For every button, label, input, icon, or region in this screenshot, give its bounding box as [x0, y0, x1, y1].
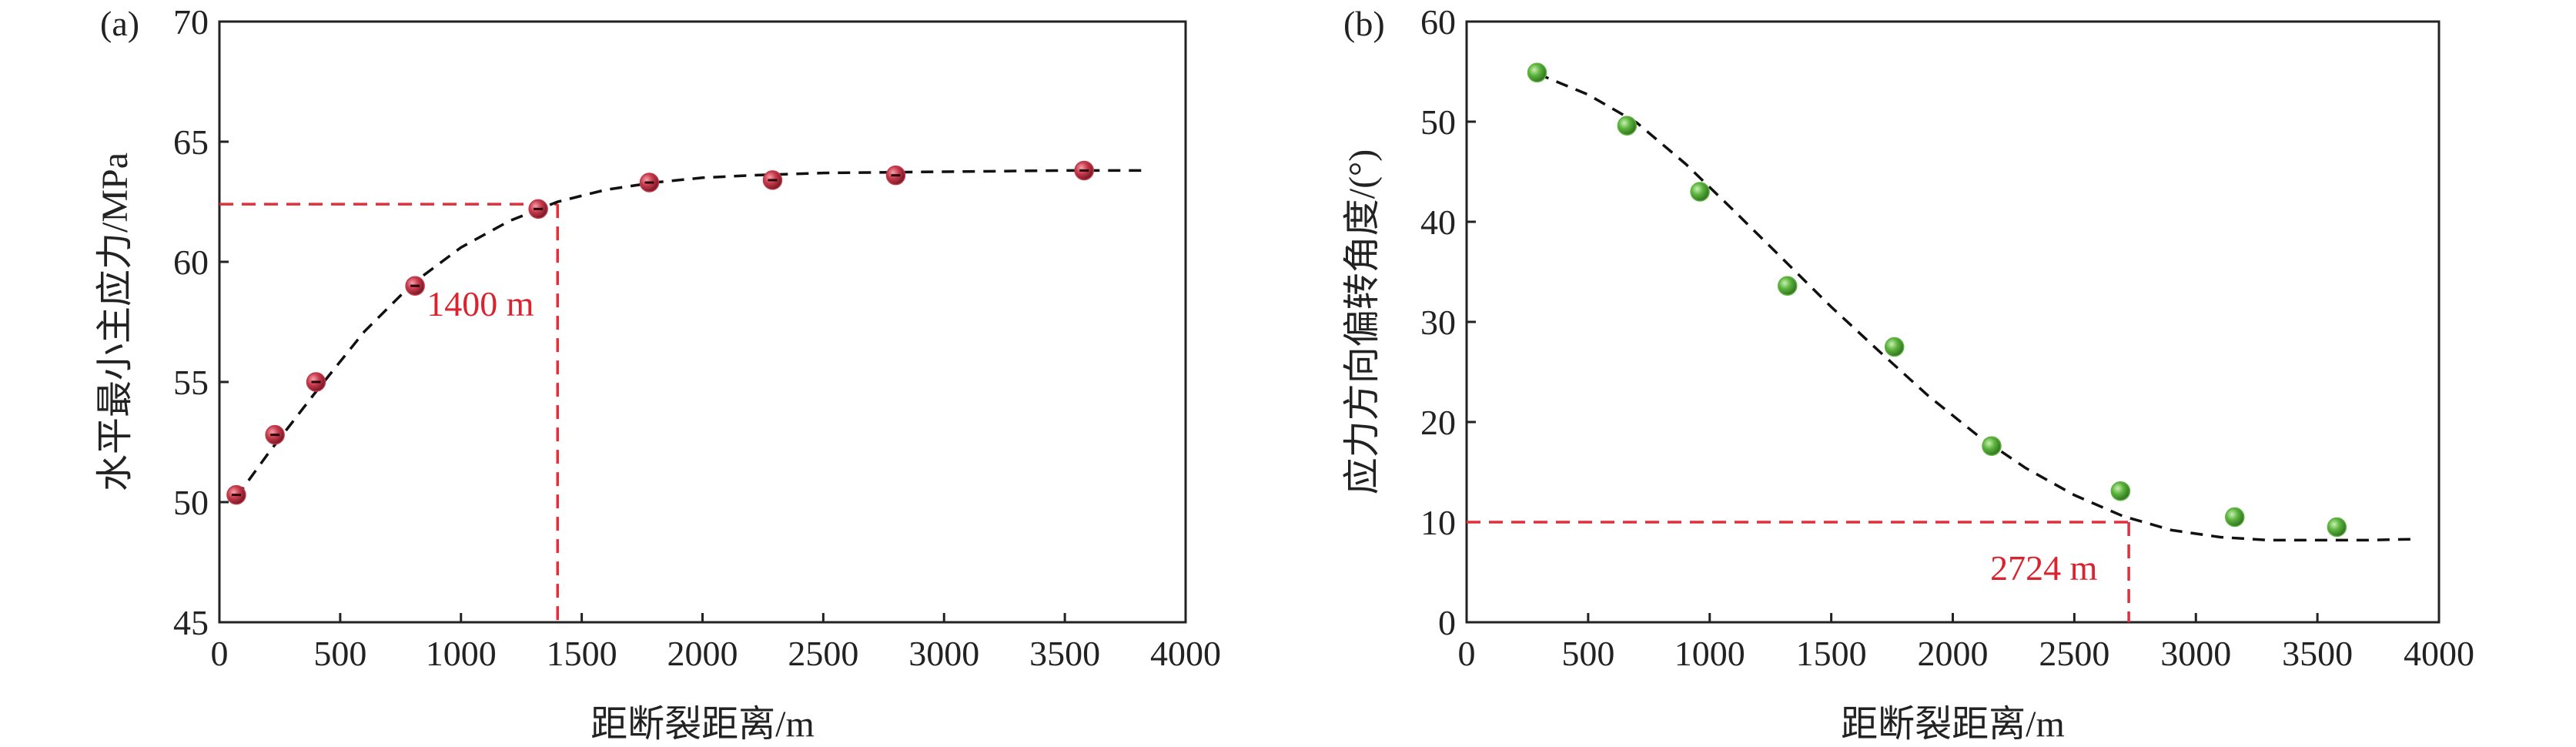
fit-curve [235, 169, 1149, 498]
chart-panel-a: 0 500 1000 1500 2000 2500 3000 3500 4000 45 50 55 60… [95, 2, 1221, 745]
x-tick-label: 2500 [2039, 634, 2109, 673]
data-point [1982, 436, 2002, 456]
reference-annotation: 1400 m [427, 284, 534, 323]
x-tick-label: 1000 [426, 634, 497, 673]
x-tick-label: 1500 [547, 634, 617, 673]
x-tick-label: 4000 [2404, 634, 2474, 673]
panel-label: (a) [100, 4, 139, 43]
data-point [2327, 517, 2347, 538]
panel-label: (b) [1343, 4, 1385, 43]
data-point [1527, 62, 1547, 83]
x-tick-label: 3500 [2282, 634, 2353, 673]
x-tick-label: 4000 [1150, 634, 1221, 673]
y-tick-label: 70 [173, 2, 209, 42]
fit-curve [1536, 72, 2415, 542]
data-point [1778, 276, 1798, 296]
x-tick-label: 2500 [788, 634, 858, 673]
y-tick-label: 60 [1420, 2, 1456, 42]
x-tick-label: 3000 [908, 634, 979, 673]
x-axis-title: 距断裂距离/m [590, 704, 815, 745]
x-tick-label: 1500 [1796, 634, 1867, 673]
y-tick-label: 60 [173, 243, 209, 282]
data-point [1690, 182, 1710, 202]
x-tick-label: 2000 [1918, 634, 1989, 673]
y-tick-label: 55 [173, 363, 209, 402]
y-axis-title: 水平最小主应力/MPa [95, 152, 135, 491]
x-tick-label: 2000 [667, 634, 738, 673]
y-tick-label: 20 [1420, 403, 1456, 442]
y-tick-label: 50 [1420, 102, 1456, 142]
plot-frame [218, 20, 1187, 624]
y-tick-label: 0 [1438, 603, 1456, 642]
y-tick-label: 45 [173, 603, 209, 642]
x-tick-label: 500 [313, 634, 366, 673]
y-tick-label: 10 [1420, 503, 1456, 542]
x-tick-label: 0 [211, 634, 229, 673]
y-tick-label: 30 [1420, 303, 1456, 342]
y-tick-label: 40 [1420, 203, 1456, 242]
x-tick-label: 1000 [1674, 634, 1745, 673]
y-tick-label: 50 [173, 483, 209, 522]
y-axis-title: 应力方向偏转角度/(°) [1342, 149, 1383, 495]
data-point [1617, 116, 1638, 136]
reference-annotation: 2724 m [1990, 548, 2098, 588]
x-tick-label: 500 [1561, 634, 1614, 673]
data-point [1884, 337, 1905, 357]
x-axis-title: 距断裂距离/m [1841, 704, 2065, 745]
x-tick-label: 3500 [1029, 634, 1100, 673]
x-tick-label: 3000 [2160, 634, 2231, 673]
data-point [2110, 481, 2131, 501]
data-point [2225, 507, 2245, 528]
plot-frame [1465, 20, 2441, 624]
x-tick-label: 0 [1458, 634, 1476, 673]
y-tick-label: 65 [173, 122, 209, 162]
chart-panel-b: 0 500 1000 1500 2000 2500 3000 3500 4000 0 10 20 30 4… [1342, 2, 2474, 745]
